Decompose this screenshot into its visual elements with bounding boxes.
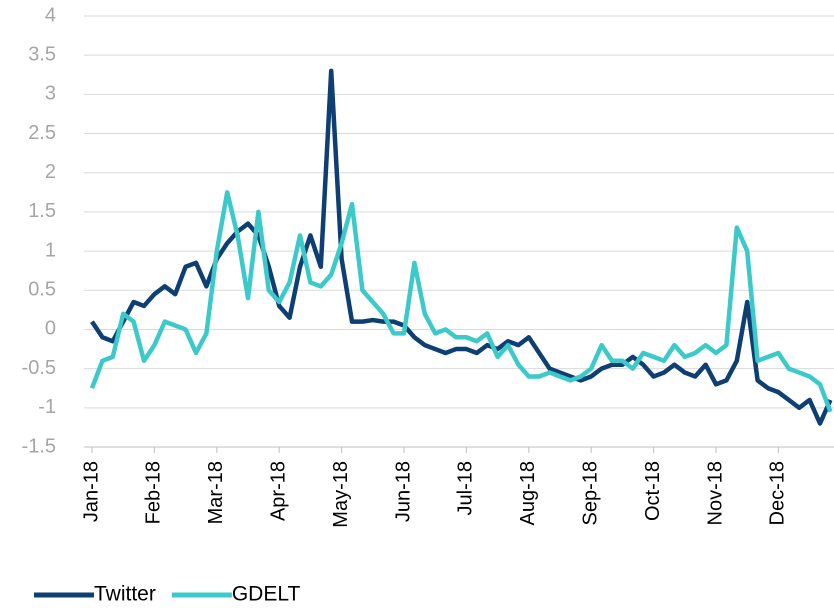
y-tick-label: 1 bbox=[45, 239, 56, 261]
y-tick-label: 4 bbox=[45, 4, 56, 26]
y-tick-label: 1.5 bbox=[28, 200, 56, 222]
y-tick-label: 0 bbox=[45, 318, 56, 340]
x-tick-label: May-18 bbox=[330, 461, 352, 528]
x-tick-label: Jul-18 bbox=[455, 461, 477, 515]
y-tick-label: 0.5 bbox=[28, 279, 56, 301]
x-tick-label: Feb-18 bbox=[143, 461, 165, 524]
y-tick-label: 3 bbox=[45, 83, 56, 105]
legend-label: GDELT bbox=[232, 583, 301, 606]
y-tick-label: -0.5 bbox=[22, 357, 56, 379]
x-tick-label: Oct-18 bbox=[642, 461, 664, 521]
legend-label: Twitter bbox=[94, 583, 156, 606]
x-tick-label: Apr-18 bbox=[267, 461, 289, 521]
y-tick-label: -1 bbox=[38, 396, 56, 418]
y-tick-label: 2.5 bbox=[28, 122, 56, 144]
x-tick-label: Jun-18 bbox=[392, 461, 414, 522]
x-tick-label: Mar-18 bbox=[205, 461, 227, 524]
y-tick-label: 3.5 bbox=[28, 43, 56, 65]
y-tick-label: -1.5 bbox=[22, 435, 56, 457]
series-line bbox=[90, 68, 833, 426]
x-tick-label: Dec-18 bbox=[767, 461, 789, 525]
x-tick-label: Nov-18 bbox=[704, 461, 726, 525]
x-tick-label: Sep-18 bbox=[579, 461, 601, 526]
series-line bbox=[89, 190, 833, 413]
x-tick-label: Jan-18 bbox=[80, 461, 102, 522]
x-tick-label: Aug-18 bbox=[517, 461, 539, 526]
y-tick-label: 2 bbox=[45, 161, 56, 183]
